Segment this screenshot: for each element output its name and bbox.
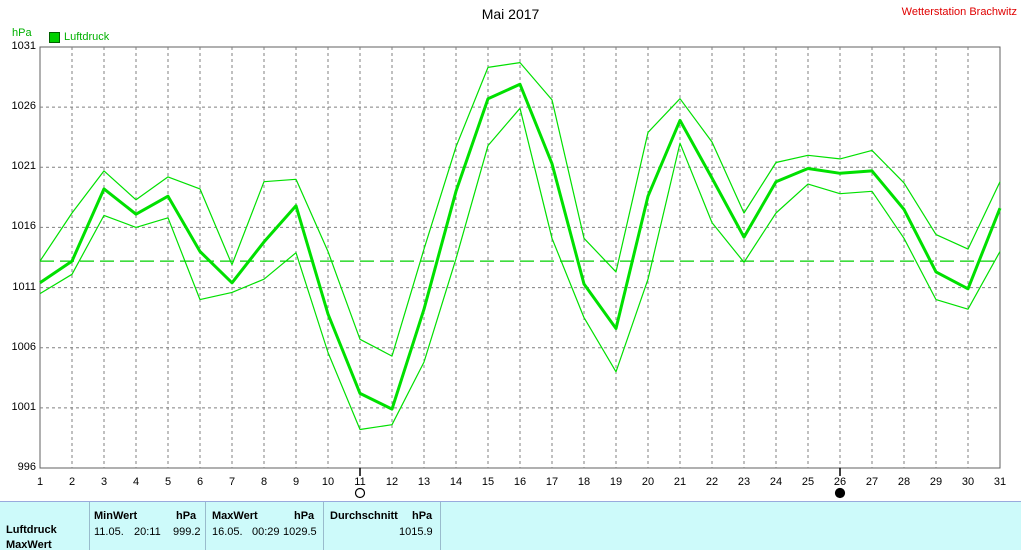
- x-tick-label: 23: [737, 476, 751, 488]
- y-tick-label: 1006: [11, 340, 36, 353]
- y-tick-label: 1001: [11, 400, 36, 413]
- x-tick-label: 2: [68, 476, 76, 488]
- x-tick-label: 11: [354, 476, 366, 488]
- x-tick-label: 27: [865, 476, 879, 488]
- x-tick-label: 31: [993, 476, 1007, 488]
- x-tick-label: 8: [260, 476, 268, 488]
- avg-header: Durchschnitt: [330, 510, 398, 522]
- stats-label-column: Luftdruck MaxWert: [0, 502, 90, 551]
- x-tick-label: 17: [545, 476, 559, 488]
- x-tick-label: 30: [961, 476, 975, 488]
- min-header: MinWert: [94, 510, 138, 522]
- min-value: 999.2: [173, 526, 201, 538]
- min-time: 20:11: [134, 526, 161, 538]
- x-tick-label: 21: [673, 476, 687, 488]
- x-tick-label: 14: [449, 476, 463, 488]
- x-tick-label: 24: [769, 476, 783, 488]
- max-date: 16.05.: [212, 526, 243, 538]
- chart-title: Mai 2017: [481, 6, 540, 22]
- x-tick-label: 20: [641, 476, 655, 488]
- x-tick-label: 16: [513, 476, 527, 488]
- y-tick-label: 1026: [11, 100, 36, 113]
- new-moon-marker: [834, 487, 846, 499]
- x-tick-label: 3: [100, 476, 108, 488]
- series-line-mean: [39, 82, 1002, 411]
- legend-label: Luftdruck: [64, 31, 110, 43]
- x-tick-label: 13: [417, 476, 431, 488]
- x-tick-label: 26: [833, 476, 847, 488]
- min-unit: hPa: [176, 510, 197, 522]
- x-tick-label: 7: [228, 476, 236, 488]
- series-line-min: [39, 107, 1001, 431]
- x-tick-label: 28: [897, 476, 911, 488]
- x-tick-label: 22: [705, 476, 719, 488]
- legend-swatch: [49, 31, 60, 43]
- y-tick-label: 1021: [11, 160, 36, 173]
- y-tick-label: 996: [17, 461, 36, 473]
- min-date: 11.05.: [94, 526, 124, 538]
- x-tick-label: 6: [196, 476, 204, 488]
- x-tick-label: 18: [577, 476, 591, 488]
- max-value: 1029.5: [283, 526, 317, 538]
- x-tick-label: 4: [132, 476, 140, 488]
- row-label-maxwert: MaxWert: [6, 539, 52, 551]
- stats-min-column: MinWert hPa 11.05. 20:11 999.2: [89, 502, 206, 550]
- stats-max-column: MaxWert hPa 16.05. 00:29 1029.5: [206, 502, 324, 550]
- y-tick-label: 1011: [12, 280, 36, 293]
- x-tick-label: 10: [321, 476, 335, 488]
- y-tick-label: 1031: [11, 40, 36, 52]
- station-name: Wetterstation Brachwitz: [901, 6, 1017, 18]
- stats-panel: Luftdruck MaxWert MinWert hPa 11.05. 20:…: [0, 501, 1021, 551]
- row-label-luftdruck: Luftdruck: [6, 524, 57, 536]
- x-tick-label: 12: [385, 476, 399, 488]
- x-tick-label: 1: [36, 476, 44, 488]
- x-tick-label: 29: [929, 476, 943, 488]
- max-unit: hPa: [294, 510, 315, 522]
- x-tick-label: 5: [164, 476, 172, 488]
- x-tick-label: 15: [481, 476, 495, 488]
- x-tick-label: 9: [292, 476, 300, 488]
- y-tick-label: 1016: [11, 220, 36, 233]
- x-tick-label: 25: [801, 476, 815, 488]
- x-tick-label: 19: [609, 476, 623, 488]
- stats-avg-column: Durchschnitt hPa 1015.9: [324, 502, 441, 550]
- legend: Luftdruck: [49, 31, 109, 43]
- series-line-max: [39, 61, 1001, 357]
- avg-unit: hPa: [412, 510, 433, 522]
- y-axis-unit: hPa: [12, 27, 32, 39]
- pressure-chart: [39, 46, 1002, 499]
- max-time: 00:29: [252, 526, 280, 538]
- full-moon-marker: [354, 487, 366, 499]
- max-header: MaxWert: [212, 510, 258, 522]
- avg-value: 1015.9: [399, 526, 433, 538]
